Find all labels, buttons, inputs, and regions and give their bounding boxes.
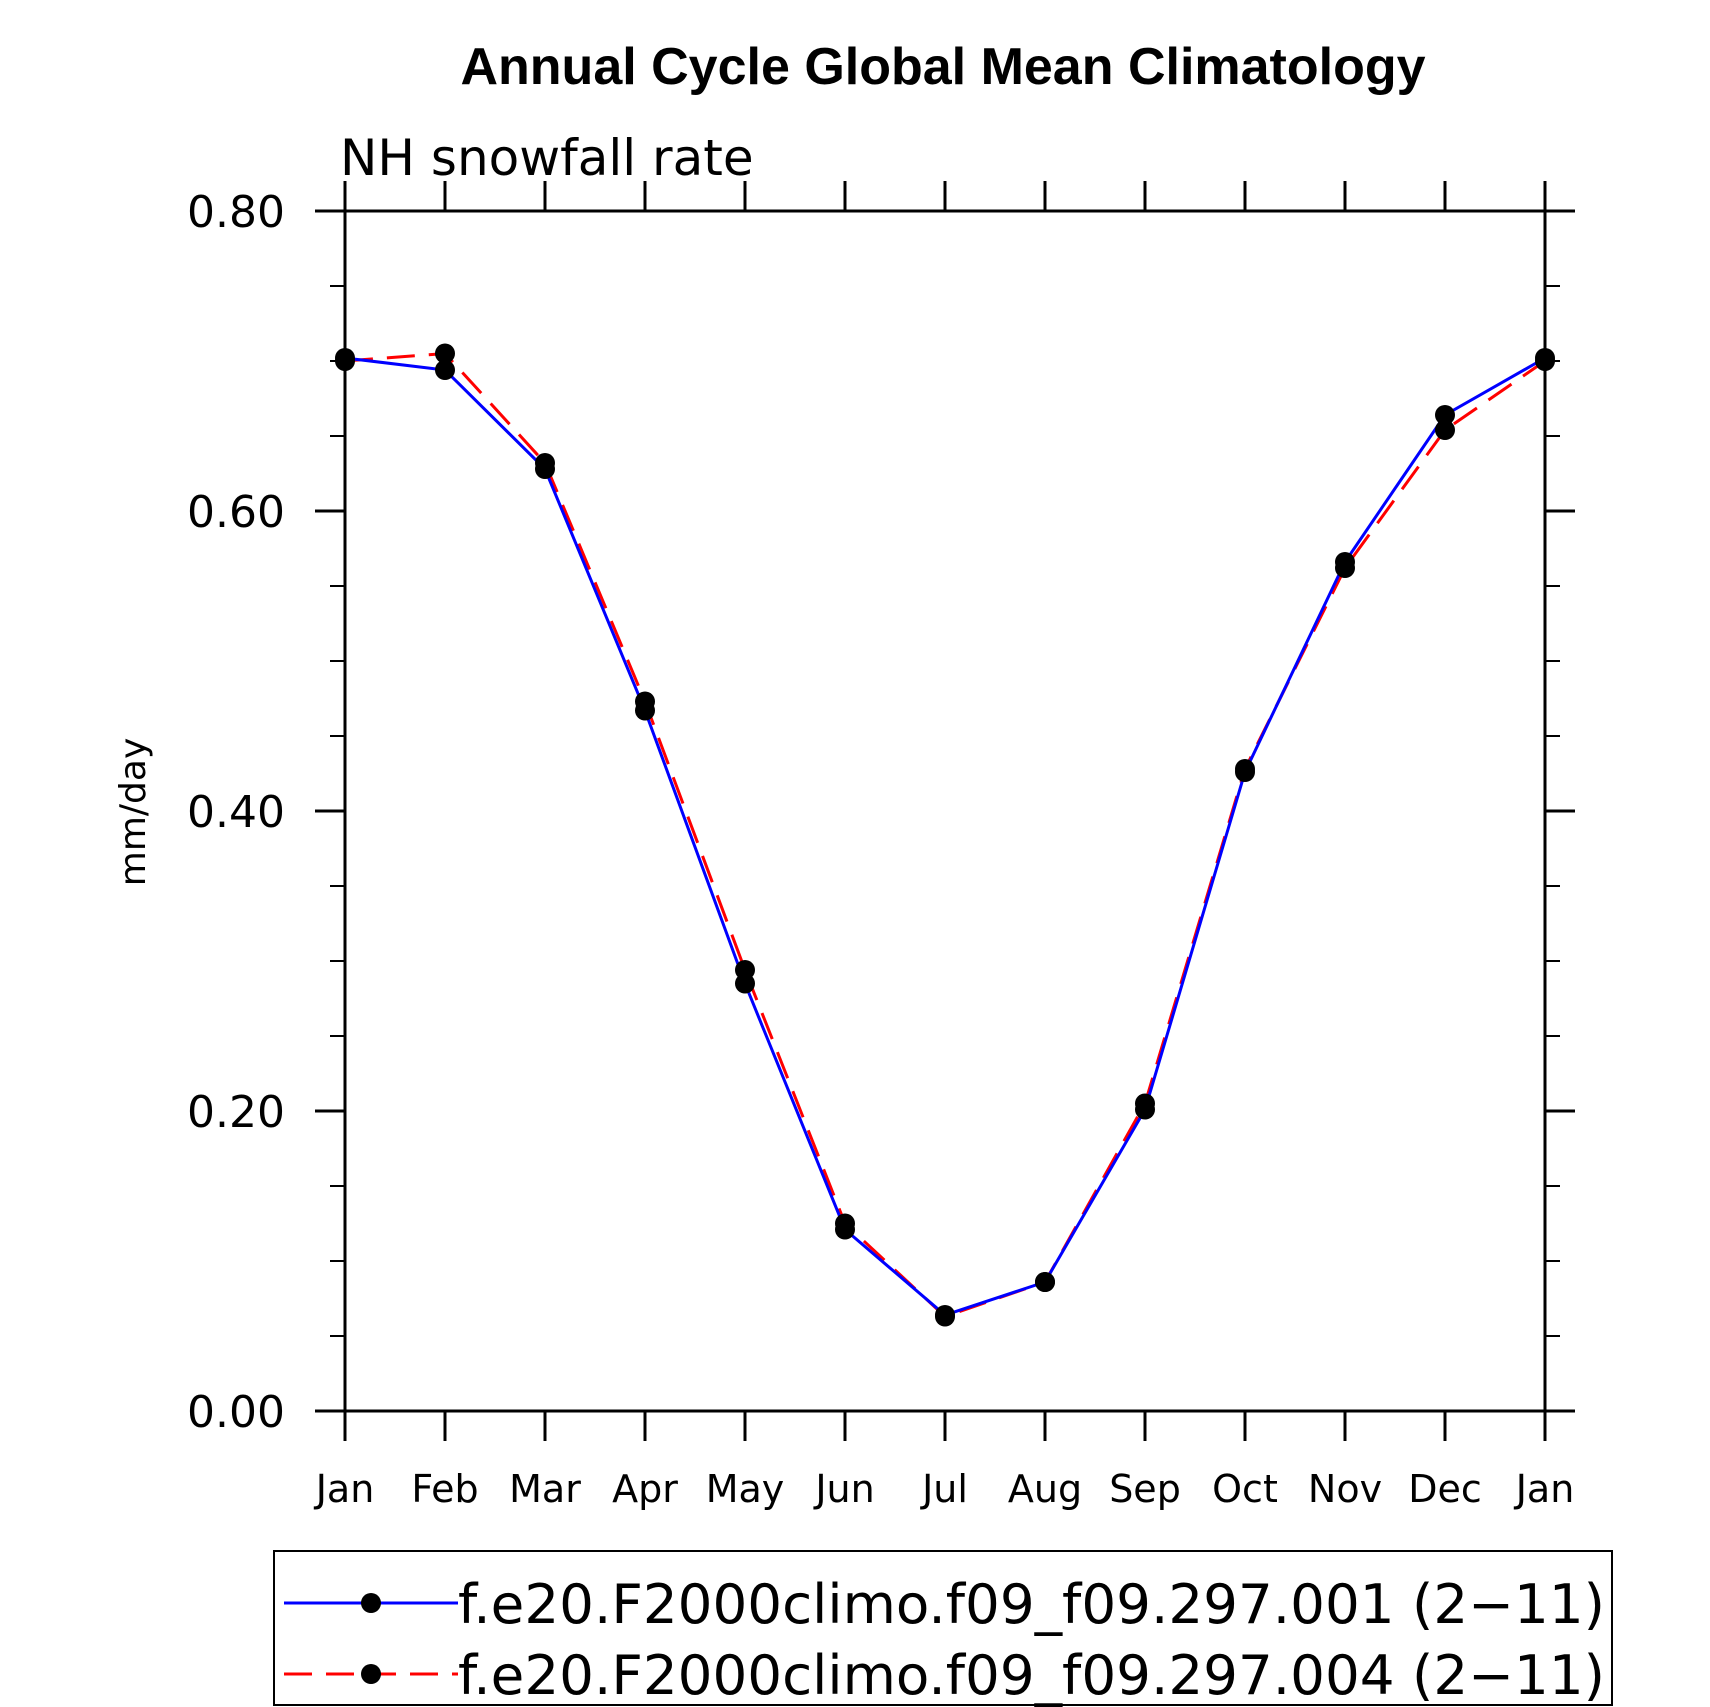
x-tick-label: Sep (1109, 1467, 1181, 1511)
axis-ticks (315, 181, 1575, 1441)
x-tick-label: Mar (509, 1467, 581, 1511)
data-point (435, 360, 455, 380)
data-point (1435, 420, 1455, 440)
data-point (1535, 351, 1555, 371)
legend: f.e20.F2000climo.f09_f09.297.001 (2−11) f… (284, 1573, 1605, 1707)
series-lines (344, 351, 1546, 1319)
y-tick-label: 0.80 (187, 187, 285, 238)
data-point (1135, 1093, 1155, 1114)
y-tick-label: 0.20 (187, 1087, 285, 1138)
y-tick-label: 0.40 (187, 787, 285, 838)
y-tick-labels: 0.00 0.20 0.40 0.60 0.80 (187, 187, 285, 1438)
y-axis-label: mm/day (113, 738, 154, 886)
x-tick-label: Jan (1514, 1467, 1575, 1511)
y-tick-label: 0.00 (187, 1387, 285, 1438)
plot-frame (343, 209, 1547, 1413)
x-tick-label: Jul (920, 1467, 968, 1511)
data-point (1435, 405, 1455, 425)
data-point (835, 1213, 855, 1234)
data-point (635, 691, 655, 712)
chart-title: Annual Cycle Global Mean Climatology (460, 38, 1425, 96)
x-tick-label: Dec (1408, 1467, 1482, 1511)
series-line (344, 351, 1546, 1319)
x-tick-labels: Jan Feb Mar Apr May Jun Jul Aug Sep Oct Nov Dec Jan (314, 1467, 1575, 1511)
x-tick-label: May (706, 1467, 785, 1511)
data-point (1035, 1272, 1055, 1292)
series-markers (335, 343, 1555, 1327)
legend-label: f.e20.F2000climo.f09_f09.297.004 (2−11) (458, 1644, 1605, 1707)
x-tick-label: Feb (411, 1467, 478, 1511)
x-tick-label: Jun (813, 1467, 874, 1511)
data-point (735, 960, 755, 980)
data-point (435, 343, 455, 364)
x-tick-label: Apr (612, 1467, 678, 1511)
data-point (1335, 558, 1355, 578)
legend-marker (361, 1593, 381, 1613)
x-tick-label: Nov (1308, 1467, 1382, 1511)
x-tick-label: Aug (1008, 1467, 1082, 1511)
legend-marker (361, 1664, 381, 1684)
data-point (1235, 759, 1255, 779)
x-tick-label: Oct (1212, 1467, 1278, 1511)
series-line (344, 356, 1546, 1317)
legend-box (273, 1550, 1613, 1706)
data-point (335, 351, 355, 371)
data-point (935, 1306, 955, 1327)
chart-subtitle: NH snowfall rate (340, 129, 754, 187)
legend-label: f.e20.F2000climo.f09_f09.297.001 (2−11) (458, 1573, 1605, 1636)
y-tick-label: 0.60 (187, 487, 285, 538)
data-point (535, 453, 555, 473)
x-tick-label: Jan (314, 1467, 375, 1511)
